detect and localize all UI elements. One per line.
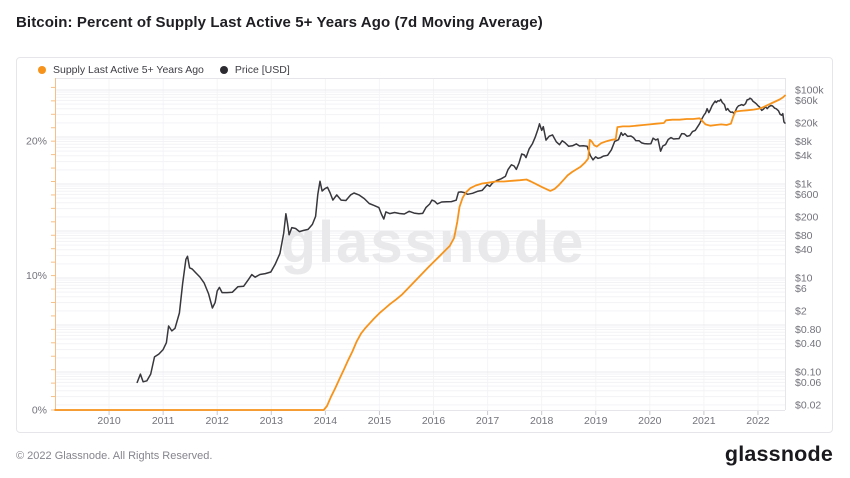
- x-axis-label: 2010: [97, 415, 121, 427]
- x-axis-label: 2020: [638, 415, 662, 427]
- right-axis-label: $200: [795, 211, 819, 223]
- right-axis-label: $100k: [795, 85, 824, 97]
- right-axis-label: $1k: [795, 179, 813, 191]
- legend-item-price[interactable]: Price [USD]: [219, 64, 290, 76]
- legend-label-supply: Supply Last Active 5+ Years Ago: [53, 64, 204, 76]
- glassnode-logo: glassnode: [724, 442, 833, 466]
- x-axis-label: 2017: [476, 415, 500, 427]
- left-axis-label: 20%: [26, 136, 47, 148]
- glassnode-watermark: glassnode: [281, 210, 586, 275]
- right-axis-label: $2: [795, 305, 807, 317]
- right-axis-label: $600: [795, 189, 819, 201]
- right-axis-label: $10: [795, 273, 813, 285]
- supply-series-line[interactable]: [54, 94, 786, 411]
- price-series-dot-icon: [219, 66, 228, 74]
- x-axis-label: 2011: [152, 415, 175, 427]
- right-axis-label: $0.80: [795, 324, 821, 336]
- right-axis-label: $80: [795, 230, 813, 242]
- price-series-line[interactable]: [136, 97, 786, 384]
- supply-series-dot-icon: [38, 66, 46, 74]
- right-axis-label: $4k: [795, 150, 813, 162]
- copyright-text: © 2022 Glassnode. All Rights Reserved.: [16, 450, 213, 462]
- legend-item-supply[interactable]: Supply Last Active 5+ Years Ago: [38, 64, 204, 76]
- x-axis-label: 2015: [368, 415, 392, 427]
- right-axis-label: $0.06: [795, 377, 821, 389]
- left-axis-label: 0%: [32, 405, 47, 417]
- right-axis-label: $40: [795, 244, 813, 256]
- x-axis-label: 2021: [692, 415, 716, 427]
- chart-legend: Supply Last Active 5+ Years Ago Price [U…: [38, 64, 290, 76]
- right-axis-label: $6: [795, 283, 807, 295]
- right-axis-label: $8k: [795, 136, 813, 148]
- x-axis-label: 2013: [260, 415, 284, 427]
- right-axis-label: $0.02: [795, 399, 821, 411]
- right-axis-label: $20k: [795, 117, 819, 129]
- x-axis-label: 2012: [206, 415, 230, 427]
- right-axis-label: $0.40: [795, 338, 821, 350]
- x-axis-label: 2022: [746, 415, 770, 427]
- left-axis-label: 10%: [26, 270, 47, 282]
- x-axis-label: 2019: [584, 415, 608, 427]
- x-axis-label: 2016: [422, 415, 446, 427]
- x-axis-label: 2018: [530, 415, 554, 427]
- x-axis-label: 2014: [314, 415, 338, 427]
- legend-label-price: Price [USD]: [234, 64, 290, 76]
- right-axis-label: $0.10: [795, 366, 821, 378]
- right-axis-label: $60k: [795, 95, 819, 107]
- page-title: Bitcoin: Percent of Supply Last Active 5…: [16, 14, 543, 31]
